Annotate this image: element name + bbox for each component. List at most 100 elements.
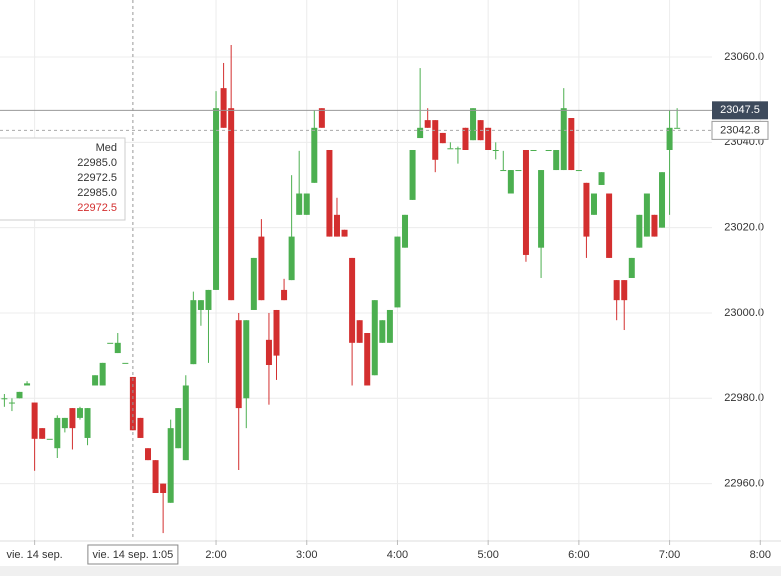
candle-body [114,342,121,354]
candle-body [122,362,129,364]
candle-body [152,460,159,493]
crosshair-label: vie. 14 sep. 1:05 [93,549,174,561]
candle-body [296,193,303,215]
candle-body [553,149,560,171]
candle-body [402,214,409,248]
candle-body [137,417,144,438]
candle-body [24,383,31,386]
candle-body [167,428,174,503]
crosshair-box [87,544,179,565]
candle-body [190,300,197,365]
candle-body [424,120,431,128]
candle-body [46,438,53,440]
last-price-box [712,101,768,120]
cursor-price-box [711,120,769,140]
candle-body [659,172,666,228]
candle-body [281,289,288,301]
candle-body [515,170,522,172]
x-tick-label: 7:00 [659,549,680,561]
candle-body [197,300,204,310]
candle-body [674,127,681,129]
tooltip-value: 22985.0 [77,187,117,199]
candle-body [250,257,257,310]
candle-body [356,320,363,343]
candle-body [235,320,242,409]
candle-body [303,193,310,215]
candle-body [454,148,461,150]
cursor-price-label: 23042.8 [720,124,760,136]
candle-body [99,362,106,386]
x-tick-label: 4:00 [387,549,408,561]
tooltip-value: 22972.5 [77,172,117,184]
candle-body [651,214,658,237]
candle-body [590,193,597,215]
candle-body [8,402,15,404]
candle-body [205,289,212,310]
y-tick-label: 23060.0 [724,51,764,63]
tooltip-title: Med [96,142,117,154]
candle-body [84,408,91,438]
candle-body [432,120,439,160]
candle-body [470,108,477,141]
candle-body [54,417,61,449]
candle-body [220,88,227,128]
candle-body [326,149,333,237]
candle-body [160,483,167,493]
candle-body [575,170,582,172]
candle-body [273,309,280,356]
candle-body [613,280,620,301]
candle-body [560,108,567,171]
tooltip-value: 22985.0 [77,157,117,169]
candle-body [636,214,643,248]
candle-body [145,448,152,461]
candle-body [182,385,189,461]
x-tick-label: 3:00 [296,549,317,561]
candle-body [568,117,575,171]
candle-body [1,398,8,400]
candle-body [243,320,250,399]
candle-body [16,391,23,399]
candle-body [69,408,76,429]
tooltip-box [0,137,126,221]
candle-body [507,170,514,194]
y-tick-label: 23020.0 [724,222,764,234]
candle-body [621,280,628,301]
candle-body [364,333,371,386]
candle-body [107,342,114,344]
candle-body [598,172,605,185]
candle-body [538,170,545,248]
candle-body [530,149,537,151]
candle-body [61,417,68,429]
candle-body [39,428,46,439]
candle-body [175,408,182,449]
candle-body [583,182,590,237]
candle-body [643,193,650,237]
y-tick-label: 22960.0 [724,478,764,490]
candle-body [258,236,265,301]
candle-body [439,132,446,144]
candle-body [386,309,393,343]
candle-body [606,193,613,258]
candle-body [228,108,235,301]
candle-body [213,108,220,290]
candle-body [462,127,469,150]
scroll-strip[interactable] [0,566,781,576]
candle-body [31,402,38,439]
candle-body [76,408,83,418]
x-tick-label: 6:00 [568,549,589,561]
candle-body [371,300,378,376]
candle-body [333,214,340,237]
candle-body [417,127,424,139]
candle-body [394,236,401,308]
x-tick-label: 2:00 [205,549,226,561]
candle-body [492,149,499,151]
candle-body [500,170,507,172]
candle-body [447,148,454,150]
x-tick-label: 8:00 [750,549,771,561]
y-tick-label: 22980.0 [724,392,764,404]
candle-body [92,375,99,386]
candle-body [485,127,492,150]
candle-body [311,127,318,183]
candle-body [318,108,325,128]
